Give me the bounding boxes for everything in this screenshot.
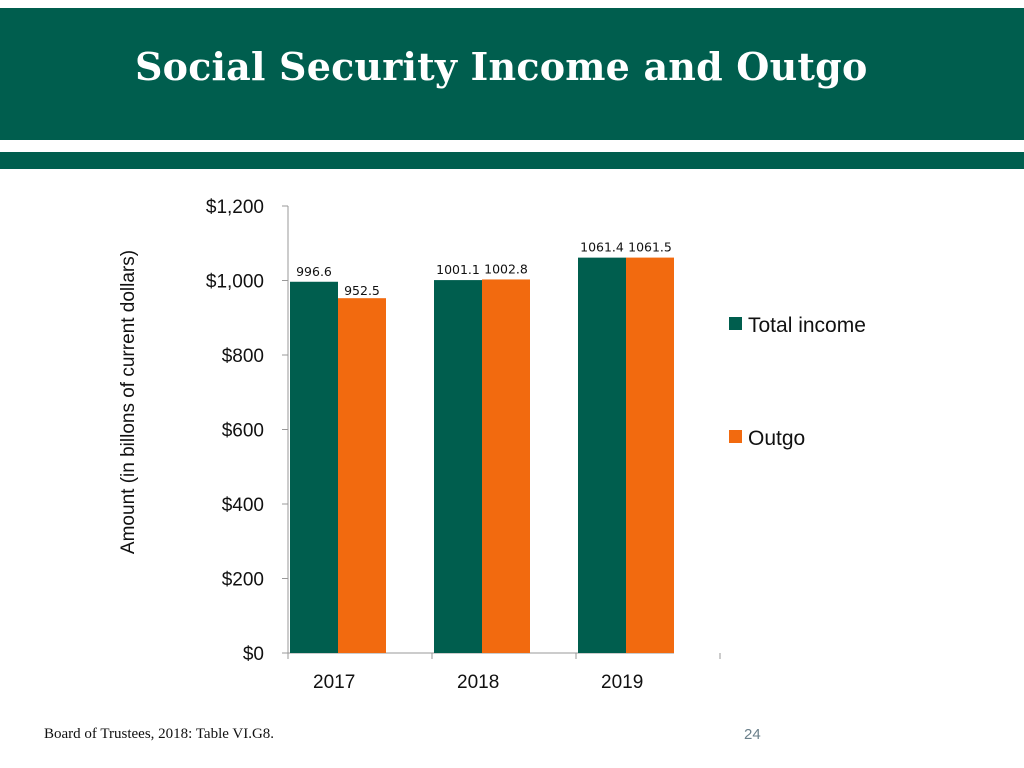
y-axis-title: Amount (in billons of current dollars): [118, 250, 139, 554]
y-tick-label: $1,200: [206, 197, 264, 218]
legend-label: Total income: [748, 314, 866, 337]
data-label: 1002.8: [484, 261, 528, 276]
y-tick-label: $0: [243, 644, 264, 665]
header-band: [0, 8, 1024, 140]
data-label: 1001.1: [436, 262, 480, 277]
y-tick-label: $800: [222, 346, 264, 367]
y-tick-label: $1,000: [206, 272, 264, 293]
x-tick-label: 2019: [601, 672, 643, 693]
data-label: 1061.5: [628, 240, 672, 255]
source-citation: Board of Trustees, 2018: Table VI.G8.: [44, 726, 275, 742]
data-label: 996.6: [296, 264, 332, 279]
bar-outgo: [626, 257, 674, 653]
x-tick-label: 2017: [313, 672, 355, 693]
slide-title: Social Security Income and Outgo: [135, 44, 868, 89]
bar-outgo: [338, 298, 386, 653]
bar-total-income: [290, 281, 338, 653]
y-tick-label: $200: [222, 570, 264, 591]
legend-swatch: [729, 317, 742, 330]
legend-swatch: [729, 430, 742, 443]
header-stripe: [0, 152, 1024, 169]
data-label: 952.5: [344, 283, 380, 298]
legend-label: Outgo: [748, 427, 805, 450]
y-tick-label: $400: [222, 495, 264, 516]
bar-total-income: [434, 280, 482, 653]
page-number: 24: [744, 726, 761, 743]
bar-total-income: [578, 257, 626, 653]
data-label: 1061.4: [580, 240, 624, 255]
x-tick-label: 2018: [457, 672, 499, 693]
bar-outgo: [482, 279, 530, 653]
y-tick-label: $600: [222, 421, 264, 442]
